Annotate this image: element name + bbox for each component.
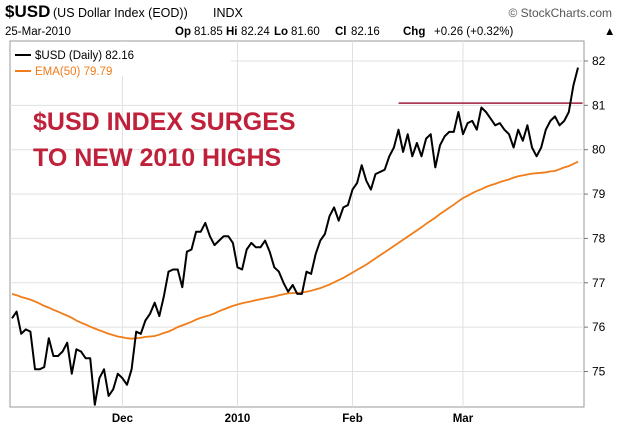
y-tick-label: 75 bbox=[592, 365, 606, 379]
open-label: Op bbox=[175, 26, 191, 38]
y-tick-label: 81 bbox=[592, 98, 606, 112]
legend-box bbox=[11, 42, 231, 76]
y-tick-label: 79 bbox=[592, 187, 606, 201]
x-axis-ticks: Dec 2010 Feb Mar bbox=[112, 413, 474, 425]
x-tick-label: 2010 bbox=[225, 413, 251, 425]
legend-ema: EMA(50) 79.79 bbox=[35, 66, 112, 78]
watermark: © StockCharts.com bbox=[508, 6, 612, 20]
index-name: (US Dollar Index (EOD)) bbox=[53, 6, 188, 20]
low-label: Lo bbox=[274, 26, 288, 38]
date-label: 25-Mar-2010 bbox=[5, 26, 71, 38]
high-label: Hi bbox=[226, 26, 238, 38]
plot-area bbox=[9, 40, 585, 408]
x-tick-label: Mar bbox=[453, 413, 474, 425]
y-tick-label: 76 bbox=[592, 320, 606, 334]
y-tick-label: 82 bbox=[592, 54, 606, 68]
exchange-label: INDX bbox=[213, 6, 244, 20]
close-value: 82.16 bbox=[351, 26, 380, 38]
low-value: 81.60 bbox=[291, 26, 320, 38]
y-tick-label: 80 bbox=[592, 143, 606, 157]
legend-price: $USD (Daily) 82.16 bbox=[35, 50, 134, 62]
annotation-line-2: TO NEW 2010 HIGHS bbox=[33, 144, 281, 172]
high-value: 82.24 bbox=[241, 26, 270, 38]
y-tick-label: 77 bbox=[592, 276, 606, 290]
open-value: 81.85 bbox=[194, 26, 223, 38]
ema50-line bbox=[11, 160, 579, 340]
change-up-arrow-icon: ▲ bbox=[604, 26, 615, 38]
change-label: Chg bbox=[403, 26, 425, 38]
price-line bbox=[11, 67, 579, 406]
y-axis-ticks: 75 76 77 78 79 80 81 82 bbox=[584, 54, 606, 379]
close-label: Cl bbox=[335, 26, 347, 38]
symbol-label: $USD bbox=[5, 2, 50, 21]
x-tick-label: Dec bbox=[112, 413, 134, 425]
grid bbox=[10, 41, 584, 407]
x-tick-label: Feb bbox=[342, 413, 362, 425]
annotation-line-1: $USD INDEX SURGES bbox=[33, 108, 296, 136]
change-value: +0.26 (+0.32%) bbox=[434, 26, 513, 38]
y-tick-label: 78 bbox=[592, 231, 606, 245]
